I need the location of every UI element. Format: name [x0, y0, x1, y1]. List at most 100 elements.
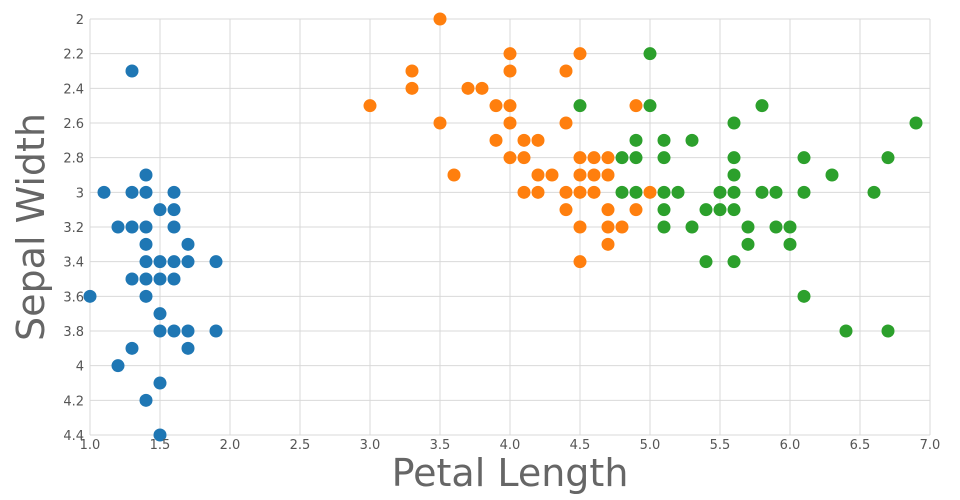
data-point — [573, 220, 587, 234]
data-point — [783, 220, 797, 234]
data-point — [727, 151, 741, 165]
data-point — [517, 151, 531, 165]
data-point — [839, 324, 853, 338]
data-point — [573, 255, 587, 269]
data-point — [545, 168, 559, 182]
data-point — [181, 341, 195, 355]
data-point — [755, 99, 769, 113]
y-tick-label: 2.4 — [63, 82, 84, 97]
data-point — [153, 307, 167, 321]
data-point — [601, 151, 615, 165]
data-point — [643, 185, 657, 199]
data-point — [139, 168, 153, 182]
data-point — [741, 237, 755, 251]
data-point — [433, 12, 447, 26]
x-tick-label: 3.0 — [360, 438, 381, 453]
data-point — [503, 116, 517, 130]
x-tick-label: 3.5 — [430, 438, 451, 453]
data-point — [881, 151, 895, 165]
data-point — [531, 185, 545, 199]
data-point — [727, 116, 741, 130]
data-point — [559, 185, 573, 199]
data-point — [741, 220, 755, 234]
data-point — [181, 255, 195, 269]
data-point — [629, 99, 643, 113]
data-point — [797, 289, 811, 303]
data-point — [363, 99, 377, 113]
data-point — [167, 255, 181, 269]
data-point — [503, 47, 517, 61]
x-tick-label: 4.0 — [500, 438, 521, 453]
data-point — [601, 237, 615, 251]
y-tick-label: 2.2 — [63, 48, 84, 63]
data-point — [699, 255, 713, 269]
data-point — [797, 185, 811, 199]
data-point — [447, 168, 461, 182]
data-point — [615, 151, 629, 165]
data-point — [559, 116, 573, 130]
data-point — [489, 99, 503, 113]
data-point — [111, 220, 125, 234]
data-point — [727, 185, 741, 199]
data-point — [685, 133, 699, 147]
data-point — [153, 376, 167, 390]
y-tick-label: 2.6 — [63, 117, 84, 132]
data-point — [139, 185, 153, 199]
data-point — [643, 99, 657, 113]
data-point — [657, 133, 671, 147]
data-point — [489, 133, 503, 147]
data-point — [139, 255, 153, 269]
data-point — [909, 116, 923, 130]
data-point — [209, 255, 223, 269]
data-point — [755, 185, 769, 199]
data-point — [699, 203, 713, 217]
x-tick-label: 2.5 — [290, 438, 311, 453]
data-point — [629, 133, 643, 147]
data-point — [671, 185, 685, 199]
data-point — [167, 203, 181, 217]
data-point — [125, 272, 139, 286]
data-point — [167, 185, 181, 199]
data-point — [167, 272, 181, 286]
data-point — [797, 151, 811, 165]
y-tick-labels: 2 2.2 2.4 2.6 2.8 3 3.2 3.4 3.6 3.8 4 4.2 4.4 — [63, 13, 84, 444]
data-point — [139, 272, 153, 286]
data-point — [139, 220, 153, 234]
data-point — [881, 324, 895, 338]
x-axis-title: Petal Length — [392, 451, 629, 495]
y-tick-label: 4.2 — [63, 394, 84, 409]
data-point — [531, 168, 545, 182]
y-tick-label: 3.8 — [63, 325, 84, 340]
data-point — [629, 185, 643, 199]
data-point — [685, 220, 699, 234]
data-point — [209, 324, 223, 338]
y-tick-label: 3 — [76, 186, 84, 201]
data-point — [517, 133, 531, 147]
x-tick-label: 6.5 — [850, 438, 871, 453]
data-point — [517, 185, 531, 199]
data-point — [475, 81, 489, 95]
data-point — [139, 237, 153, 251]
data-point — [587, 151, 601, 165]
data-point — [657, 203, 671, 217]
data-point — [181, 237, 195, 251]
y-tick-label: 4 — [76, 360, 84, 375]
data-point — [503, 99, 517, 113]
data-point — [573, 151, 587, 165]
y-tick-label: 2 — [76, 13, 84, 28]
data-point — [153, 324, 167, 338]
x-tick-labels: 1.0 1.5 2.0 2.5 3.0 3.5 4.0 4.5 5.0 5.5 6.0 6.5 7.0 — [80, 438, 941, 453]
y-tick-label: 3.2 — [63, 221, 84, 236]
data-point — [657, 151, 671, 165]
data-point — [503, 151, 517, 165]
x-tick-label: 5.0 — [640, 438, 661, 453]
x-tick-label: 2.0 — [220, 438, 241, 453]
data-point — [139, 393, 153, 407]
data-point — [167, 324, 181, 338]
data-point — [657, 185, 671, 199]
data-point — [601, 168, 615, 182]
data-point — [629, 203, 643, 217]
data-point — [727, 168, 741, 182]
y-tick-label: 4.4 — [63, 429, 84, 444]
